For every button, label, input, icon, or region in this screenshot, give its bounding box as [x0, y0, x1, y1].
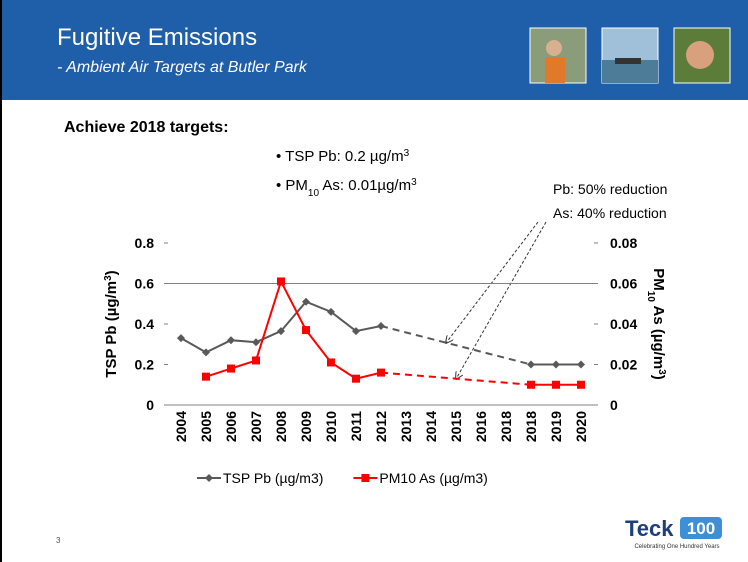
annotation: As: 40% reduction [553, 205, 667, 221]
y2-tick-label: 0.06 [610, 276, 637, 292]
y2-tick-label: 0 [610, 397, 618, 413]
y-axis-title-sup: 3 [103, 275, 114, 281]
x-tick-label: 2004 [173, 411, 189, 442]
x-tick-label: 2010 [323, 411, 339, 442]
point [252, 338, 260, 347]
x-tick-label: 2015 [448, 411, 464, 442]
bullet: • PM10 As: 0.01µg/m3 [276, 177, 417, 199]
photo-detail [546, 40, 562, 56]
legend-marker [205, 474, 213, 482]
y-tick-label: 0.6 [135, 276, 155, 292]
x-tick-label: 2012 [373, 411, 389, 442]
series-line [205, 278, 382, 380]
x-tick-label: 2011 [348, 411, 364, 442]
point [202, 348, 210, 357]
logo-word: Teck [625, 516, 674, 541]
y-axis-title-text: TSP Pb (µg/m [103, 281, 120, 378]
logo-badge [680, 517, 722, 539]
logo-tagline: Celebrating One Hundred Years [634, 544, 719, 550]
x-tick-label: 2014 [423, 411, 439, 442]
point [552, 360, 560, 369]
heading: Achieve 2018 targets: [64, 119, 229, 136]
bullet-text: As: 0.01µg/m [319, 177, 411, 194]
point [202, 372, 210, 381]
y2-tick-label: 0.08 [610, 235, 637, 251]
point [227, 336, 235, 345]
logo-number: 100 [687, 519, 715, 538]
annotation-arrow [446, 221, 539, 343]
point [527, 380, 535, 389]
point [377, 368, 385, 377]
y2-axis-title-sub: 10 [646, 291, 657, 303]
photos [529, 27, 731, 84]
y-axis-title-text: ) [103, 270, 120, 275]
point [227, 364, 235, 373]
y2-axis-title-sup: 3 [657, 369, 668, 375]
y2-tick-label: 0.02 [610, 357, 637, 373]
photo-detail [686, 41, 714, 69]
x-tick-label: 2020 [573, 411, 589, 442]
point [552, 380, 560, 389]
photo-detail [545, 57, 565, 83]
bullet-sub: 10 [308, 188, 320, 199]
bullet-sup: 3 [411, 177, 417, 188]
point [577, 360, 585, 369]
y2-axis-title-text: As (µg/m [650, 302, 667, 369]
point [277, 327, 285, 336]
y2-axis-title-text: ) [650, 375, 667, 380]
legend-label: PM10 As (µg/m3) [379, 470, 487, 486]
x-tick-label: 2009 [298, 411, 314, 442]
bullet-text: TSP Pb: 0.2 µg/m [285, 148, 403, 165]
y-axis-title: TSP Pb (µg/m3) [103, 270, 121, 377]
x-tick-label: 2013 [398, 411, 414, 442]
x-tick-label: 2008 [273, 411, 289, 442]
bullet: • TSP Pb: 0.2 µg/m3 [276, 148, 410, 166]
photo-detail [602, 60, 658, 83]
point [252, 356, 260, 365]
x-tick-label: 2019 [548, 411, 564, 442]
y-tick-label: 0.8 [135, 235, 155, 251]
legend-label: TSP Pb (µg/m3) [223, 470, 323, 486]
bullet-text: PM [285, 177, 308, 194]
annotation-arrow [456, 221, 547, 379]
y2-axis-title: PM10 As (µg/m3) [646, 268, 668, 379]
point [377, 322, 385, 331]
x-tick-label: 2007 [248, 411, 264, 442]
slide-subtitle: - Ambient Air Targets at Butler Park [57, 59, 308, 76]
point [177, 334, 185, 343]
x-tick-label: 2006 [223, 411, 239, 442]
y-tick-label: 0.2 [135, 357, 155, 373]
y-tick-label: 0 [146, 397, 154, 413]
page-number: 3 [56, 536, 61, 545]
projection-line [380, 325, 532, 366]
bullet-sup: 3 [404, 148, 410, 159]
x-tick-label: 2018 [523, 411, 539, 442]
x-tick-label: 2005 [198, 411, 214, 442]
y-tick-label: 0.4 [135, 316, 155, 332]
point [277, 277, 285, 286]
point [352, 327, 360, 336]
point [327, 358, 335, 367]
y2-tick-label: 0.04 [610, 316, 637, 332]
legend-marker [361, 474, 370, 482]
point [327, 307, 335, 316]
annotation: Pb: 50% reduction [553, 181, 667, 197]
point [302, 297, 310, 306]
slide-title: Fugitive Emissions [57, 24, 257, 51]
x-tick-label: 2018 [498, 411, 514, 442]
x-tick-label: 2016 [473, 411, 489, 442]
photo-detail [615, 58, 641, 64]
logo: Teck 100 Celebrating One Hundred Years [625, 516, 722, 550]
y2-axis-title-text: PM [650, 268, 667, 291]
point [527, 360, 535, 369]
point [352, 374, 360, 383]
projection-line [380, 371, 532, 386]
point [577, 380, 585, 389]
point [302, 326, 310, 335]
